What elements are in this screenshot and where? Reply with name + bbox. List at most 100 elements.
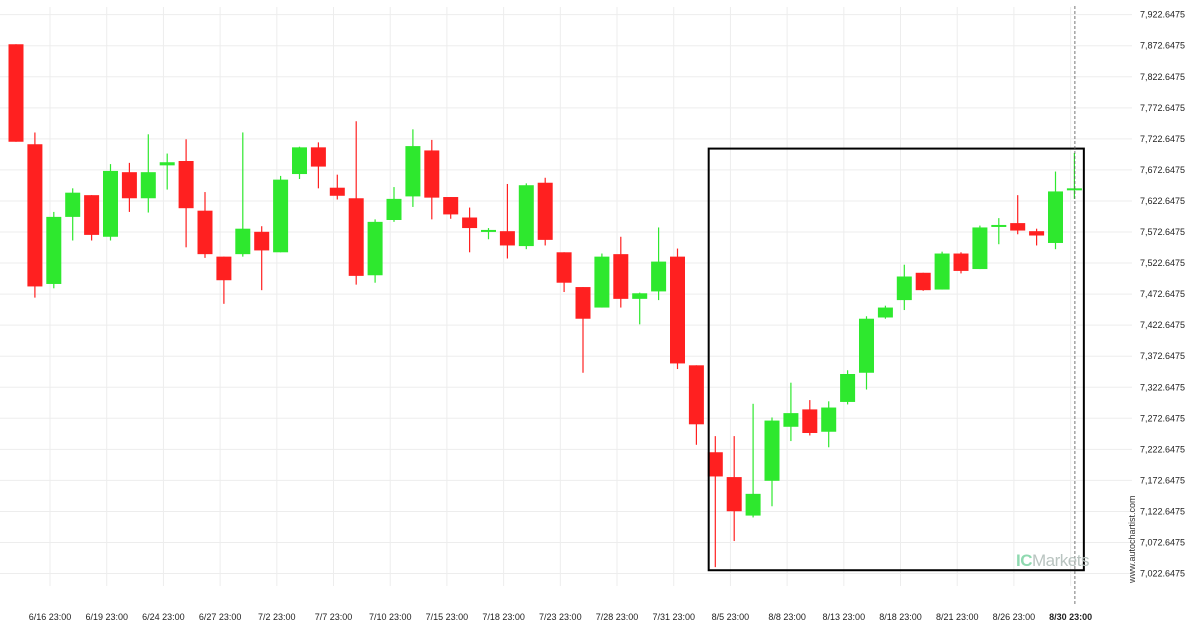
candle-body <box>159 162 175 166</box>
candle-body <box>783 413 799 427</box>
candle-body <box>216 256 232 281</box>
candle-body <box>46 216 62 284</box>
candle-body <box>632 293 648 299</box>
candle-body <box>348 198 364 276</box>
candle <box>896 264 912 311</box>
y-tick-label: 7,022.6475 <box>1140 569 1185 579</box>
candle <box>1066 152 1082 199</box>
autochartist-side-text: www.autochartist.com <box>1127 495 1137 583</box>
candle <box>518 183 534 250</box>
x-axis: 6/16 23:00 6/19 23:00 6/24 23:00 6/27 23:00… <box>29 612 1092 622</box>
candle-body <box>896 276 912 301</box>
candle-body <box>1010 223 1026 231</box>
candle <box>613 236 629 308</box>
candle <box>1048 171 1063 250</box>
candle-body <box>481 229 496 232</box>
candle <box>499 183 515 259</box>
candle <box>8 44 24 142</box>
candle <box>254 226 270 291</box>
candle-body <box>802 409 818 433</box>
watermark-ic-text: IC <box>1016 551 1033 570</box>
x-tick-label: 7/18 23:00 <box>482 612 525 622</box>
watermark-markets-text: Markets <box>1032 551 1089 570</box>
candle <box>821 401 837 448</box>
candle <box>273 175 289 253</box>
candle <box>292 146 307 180</box>
y-tick-label: 7,572.6475 <box>1140 227 1185 237</box>
x-tick-label: 8/30 23:00 <box>1049 612 1092 622</box>
y-tick-label: 7,722.6475 <box>1140 134 1185 144</box>
candle-body <box>764 420 780 481</box>
candle <box>443 197 459 219</box>
candle-body <box>121 172 137 199</box>
candle <box>972 225 988 270</box>
x-tick-label: 8/26 23:00 <box>993 612 1036 622</box>
icmarkets-watermark: ICMarkets <box>1016 551 1089 571</box>
y-tick-label: 7,222.6475 <box>1140 444 1185 454</box>
candle <box>405 129 421 207</box>
x-tick-label: 8/13 23:00 <box>823 612 866 622</box>
x-tick-label: 7/7 23:00 <box>315 612 353 622</box>
candle <box>953 252 969 274</box>
x-tick-label: 7/15 23:00 <box>426 612 469 622</box>
y-tick-label: 7,872.6475 <box>1140 41 1185 51</box>
candle-body <box>462 217 478 229</box>
candle <box>840 370 856 405</box>
candle-body <box>292 147 307 175</box>
candle <box>783 382 799 442</box>
y-tick-label: 7,272.6475 <box>1140 413 1185 423</box>
candle-body <box>877 307 893 318</box>
y-tick-label: 7,672.6475 <box>1140 165 1185 175</box>
candle-body <box>140 172 156 199</box>
candle-body <box>235 228 251 255</box>
candle <box>386 187 402 222</box>
candle <box>103 164 118 241</box>
candle-body <box>424 150 440 198</box>
y-tick-label: 7,322.6475 <box>1140 382 1185 392</box>
candle <box>178 139 194 248</box>
candle-body <box>745 493 761 516</box>
x-tick-label: 7/2 23:00 <box>258 612 296 622</box>
x-tick-label: 6/27 23:00 <box>199 612 242 622</box>
candle-body <box>254 231 270 251</box>
candles-group <box>8 44 1082 568</box>
candle-body <box>575 287 591 319</box>
candle <box>27 132 43 298</box>
candle <box>915 272 931 291</box>
candle-body <box>405 146 421 197</box>
candle <box>707 436 723 568</box>
candle-body <box>386 198 402 220</box>
candle <box>575 287 591 373</box>
candle-body <box>972 227 988 270</box>
candle <box>726 436 742 542</box>
candle-body <box>8 44 24 142</box>
y-tick-label: 7,772.6475 <box>1140 103 1185 113</box>
candle <box>632 292 648 325</box>
x-tick-label: 7/31 23:00 <box>652 612 695 622</box>
candle <box>745 403 761 518</box>
y-axis: 7,922.6475 7,872.6475 7,822.6475 7,772.6475… <box>1140 10 1185 579</box>
candle <box>159 153 175 190</box>
candle <box>877 305 893 319</box>
overlay-group <box>707 6 1085 606</box>
x-tick-label: 6/16 23:00 <box>29 612 72 622</box>
candle-body <box>651 261 667 292</box>
candle-body <box>443 197 459 215</box>
candle-body <box>310 147 326 167</box>
candle-body <box>27 144 43 287</box>
candle <box>934 251 950 290</box>
candle-body <box>1066 188 1082 191</box>
candle-body <box>726 477 742 512</box>
candle-body <box>821 407 837 432</box>
candle-body <box>934 253 950 290</box>
y-tick-label: 7,472.6475 <box>1140 289 1185 299</box>
candle <box>121 162 137 212</box>
candle <box>1029 228 1045 246</box>
candle-body <box>518 185 534 247</box>
y-tick-label: 7,172.6475 <box>1140 475 1185 485</box>
candle-body <box>556 252 572 283</box>
x-tick-label: 7/23 23:00 <box>539 612 582 622</box>
y-tick-label: 7,822.6475 <box>1140 72 1185 82</box>
x-tick-label: 7/10 23:00 <box>369 612 412 622</box>
